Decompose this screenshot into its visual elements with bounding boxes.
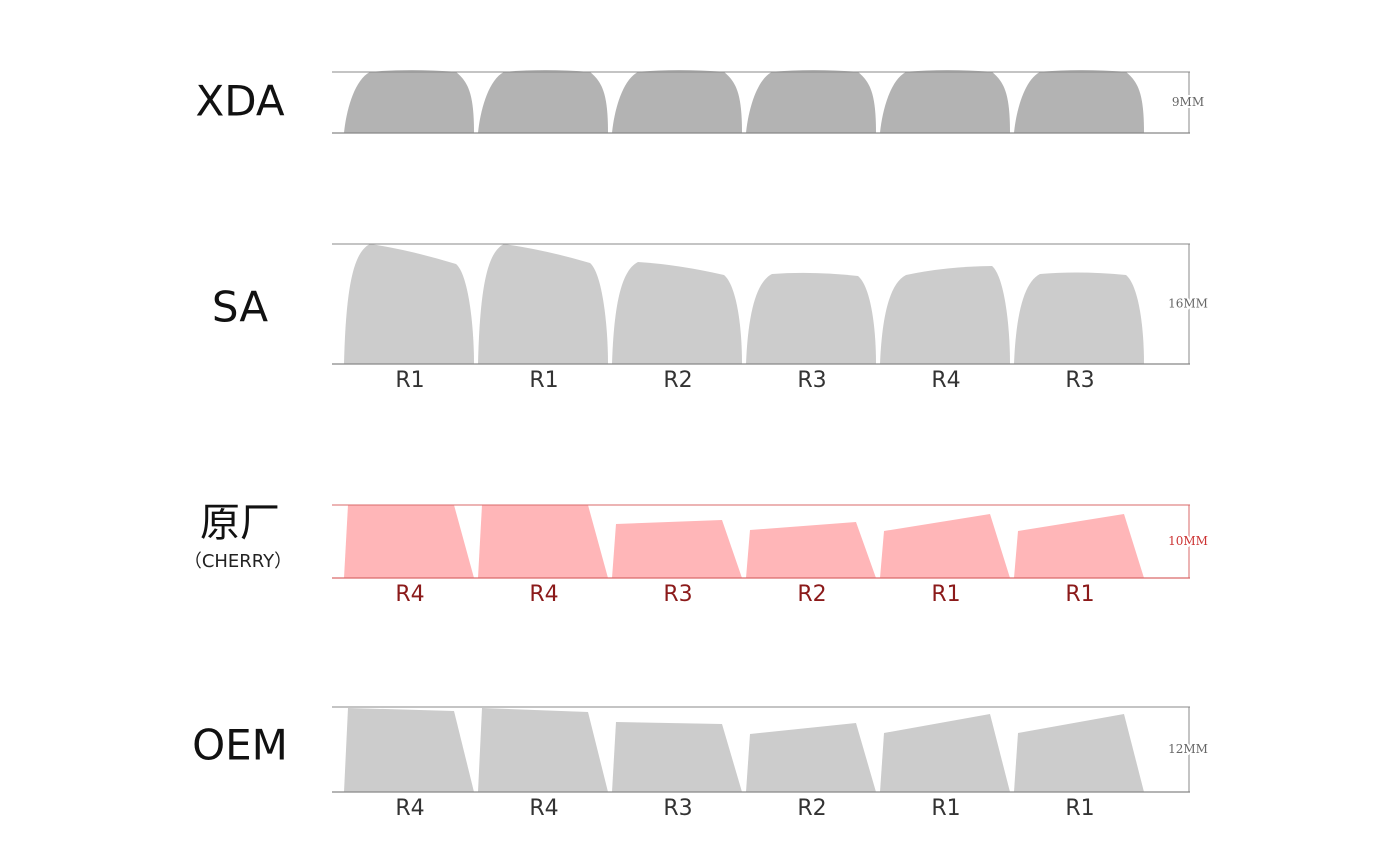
row-label: R3 bbox=[663, 582, 692, 607]
keycap bbox=[1014, 272, 1144, 364]
keycap bbox=[746, 272, 876, 364]
keycap bbox=[344, 505, 474, 578]
keycap bbox=[746, 70, 876, 133]
profile-name: XDA bbox=[195, 77, 284, 126]
height-label: 9MM bbox=[1172, 95, 1204, 109]
row-label: R3 bbox=[797, 368, 826, 393]
keycap bbox=[746, 723, 876, 792]
profile-name: 原厂 bbox=[200, 500, 280, 546]
keycap bbox=[746, 522, 876, 578]
row-label: R1 bbox=[931, 796, 960, 821]
profile-subname: （CHERRY） bbox=[184, 551, 292, 572]
keycap bbox=[344, 244, 474, 364]
keycap bbox=[344, 70, 474, 133]
row-label: R1 bbox=[1065, 796, 1094, 821]
row-label: R1 bbox=[1065, 582, 1094, 607]
keycap bbox=[1014, 514, 1144, 578]
keycap bbox=[1014, 714, 1144, 792]
keycap bbox=[880, 514, 1010, 578]
row-label: R1 bbox=[529, 368, 558, 393]
keycap bbox=[478, 708, 608, 792]
row-label: R1 bbox=[931, 582, 960, 607]
profile-name: SA bbox=[212, 283, 268, 332]
keycap bbox=[612, 722, 742, 792]
keycap bbox=[880, 266, 1010, 364]
height-label: 12MM bbox=[1168, 742, 1208, 756]
row-label: R2 bbox=[663, 368, 692, 393]
keycap bbox=[1014, 70, 1144, 133]
keycap bbox=[478, 70, 608, 133]
keycap bbox=[612, 262, 742, 364]
row-label: R1 bbox=[395, 368, 424, 393]
keycap bbox=[612, 70, 742, 133]
row-label: R4 bbox=[529, 582, 558, 607]
keycap bbox=[612, 520, 742, 578]
row-label: R4 bbox=[529, 796, 558, 821]
row-label: R2 bbox=[797, 796, 826, 821]
height-label: 16MM bbox=[1168, 297, 1208, 311]
profile-name: OEM bbox=[192, 721, 288, 770]
keycap bbox=[880, 714, 1010, 792]
keycap bbox=[880, 70, 1010, 133]
row-label: R2 bbox=[797, 582, 826, 607]
keycap bbox=[344, 708, 474, 792]
row-label: R4 bbox=[395, 582, 424, 607]
keycap bbox=[478, 244, 608, 364]
row-label: R4 bbox=[931, 368, 960, 393]
height-label: 10MM bbox=[1168, 534, 1208, 548]
row-label: R4 bbox=[395, 796, 424, 821]
row-label: R3 bbox=[663, 796, 692, 821]
keycap bbox=[478, 505, 608, 578]
row-label: R3 bbox=[1065, 368, 1094, 393]
